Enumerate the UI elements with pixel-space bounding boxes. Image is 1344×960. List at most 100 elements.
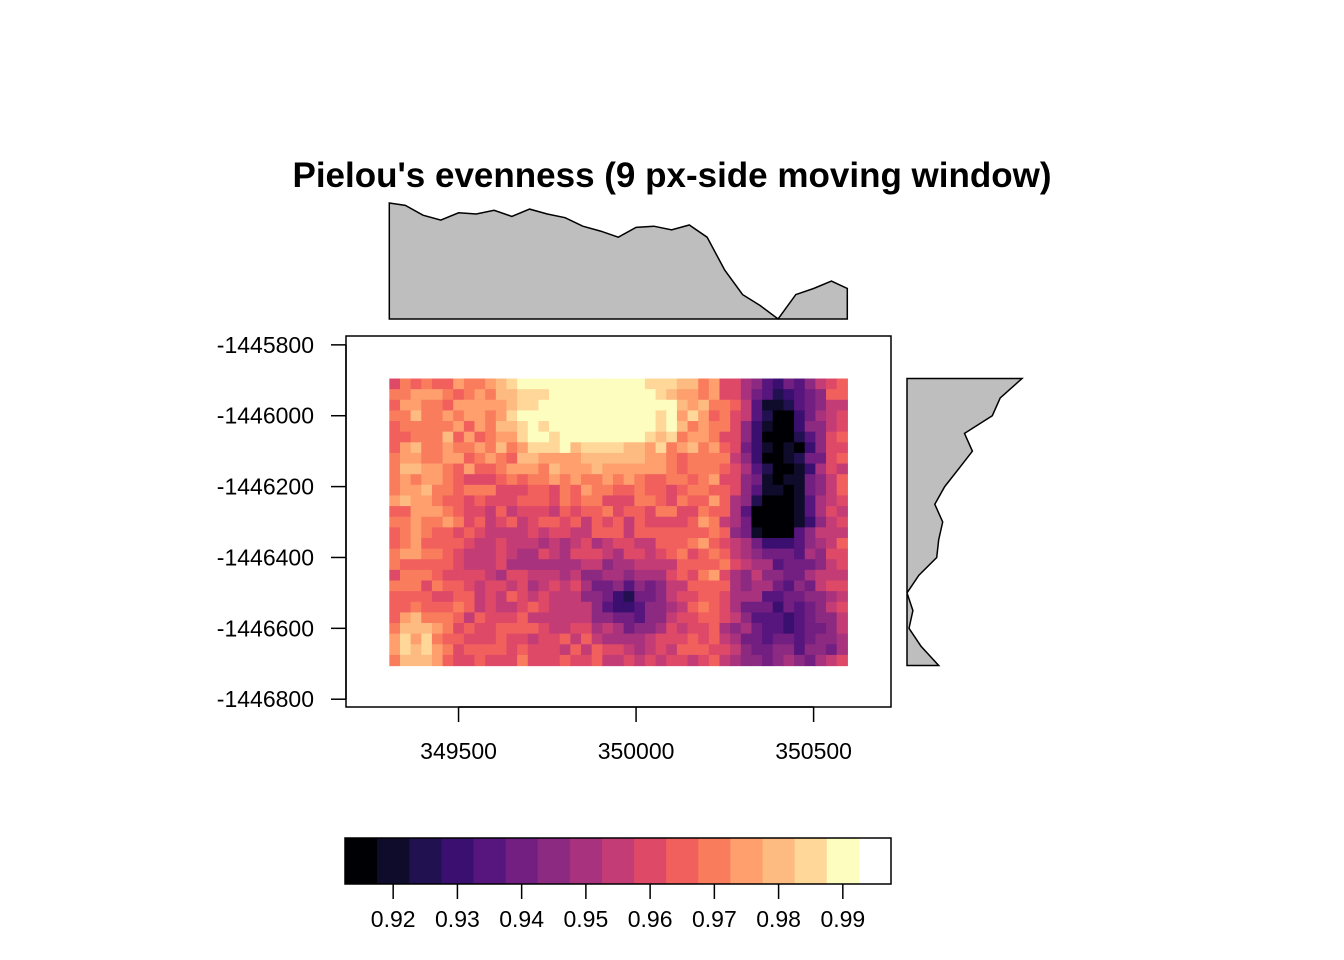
raster-cell <box>495 623 508 635</box>
raster-cell <box>655 612 667 624</box>
raster-cell <box>485 654 497 667</box>
raster-cell <box>495 580 508 592</box>
raster-cell <box>698 506 710 518</box>
raster-cell <box>442 463 454 475</box>
raster-cell <box>495 516 508 528</box>
legend-swatch <box>794 838 828 884</box>
raster-cell <box>751 612 763 624</box>
raster-cell <box>708 633 721 645</box>
raster-cell <box>815 516 827 528</box>
raster-cell <box>666 654 678 667</box>
raster-cell <box>431 569 444 582</box>
raster-cell <box>538 421 550 433</box>
raster-cell <box>623 633 635 645</box>
raster-cell <box>762 421 774 433</box>
raster-cell <box>698 399 710 412</box>
raster-cell <box>506 378 518 390</box>
raster-cell <box>389 389 401 401</box>
raster-cell <box>506 410 518 422</box>
raster-cell <box>527 484 540 497</box>
raster-cell <box>751 644 763 656</box>
raster-cell <box>804 399 816 412</box>
raster-cell <box>634 474 646 486</box>
raster-cell <box>442 569 454 582</box>
raster-cell <box>538 442 550 454</box>
raster-cell <box>410 654 422 667</box>
raster-cell <box>687 548 699 560</box>
raster-cell <box>772 591 785 603</box>
raster-cell <box>549 654 561 667</box>
raster-cell <box>804 516 816 528</box>
raster-cell <box>495 442 508 454</box>
raster-cell <box>602 378 614 390</box>
raster-cell <box>410 623 422 635</box>
raster-cell <box>389 537 401 550</box>
raster-cell <box>613 591 625 603</box>
raster-cell <box>527 591 540 603</box>
raster-cell <box>762 601 774 613</box>
raster-cell <box>762 516 774 528</box>
raster-cell <box>826 378 838 390</box>
raster-cell <box>453 410 465 422</box>
raster-cell <box>772 644 785 656</box>
raster-cell <box>804 580 816 592</box>
raster-cell <box>836 378 848 390</box>
raster-cell <box>623 431 635 443</box>
raster-cell <box>495 463 508 475</box>
raster-cell <box>474 559 486 571</box>
raster-cell <box>453 633 465 645</box>
raster-cell <box>644 474 657 486</box>
raster-cell <box>570 601 582 613</box>
raster-cell <box>421 527 433 539</box>
raster-cell <box>421 654 433 667</box>
raster-cell <box>517 484 529 497</box>
raster-cell <box>708 601 721 613</box>
raster-cell <box>613 484 625 497</box>
raster-cell <box>655 389 667 401</box>
raster-cell <box>474 421 486 433</box>
legend-swatch <box>409 838 442 884</box>
raster-cell <box>442 591 454 603</box>
raster-cell <box>389 378 401 390</box>
raster-cell <box>495 495 508 507</box>
raster-cell <box>666 516 678 528</box>
raster-cell <box>453 495 465 507</box>
raster-cell <box>719 591 731 603</box>
raster-cell <box>666 474 678 486</box>
legend-tick-label: 0.92 <box>371 906 416 932</box>
raster-cell <box>506 548 518 560</box>
raster-cell <box>421 389 433 401</box>
raster-cell <box>719 399 731 412</box>
raster-cell <box>538 612 550 624</box>
raster-cell <box>634 527 646 539</box>
raster-cell <box>762 612 774 624</box>
raster-cell <box>538 569 550 582</box>
raster-cell <box>463 601 476 613</box>
raster-cell <box>740 452 753 465</box>
raster-cell <box>559 399 571 412</box>
raster-cell <box>623 442 635 454</box>
right-profile-area <box>906 377 1024 667</box>
raster-cell <box>730 527 742 539</box>
raster-cell <box>613 495 625 507</box>
raster-cell <box>495 452 508 465</box>
raster-cell <box>389 506 401 518</box>
raster-cell <box>772 516 785 528</box>
raster-cell <box>794 516 806 528</box>
raster-cell <box>644 442 657 454</box>
raster-cell <box>474 548 486 560</box>
raster-cell <box>623 548 635 560</box>
raster-cell <box>836 654 848 667</box>
raster-cell <box>634 623 646 635</box>
raster-cell <box>442 474 454 486</box>
raster-cell <box>463 410 476 422</box>
raster-cell <box>751 399 763 412</box>
raster-cell <box>549 527 561 539</box>
raster-cell <box>730 463 742 475</box>
raster-cell <box>719 452 731 465</box>
raster-cell <box>783 654 795 667</box>
raster-cell <box>740 516 753 528</box>
raster-cell <box>389 633 401 645</box>
raster-cell <box>719 633 731 645</box>
raster-cell <box>815 484 827 497</box>
